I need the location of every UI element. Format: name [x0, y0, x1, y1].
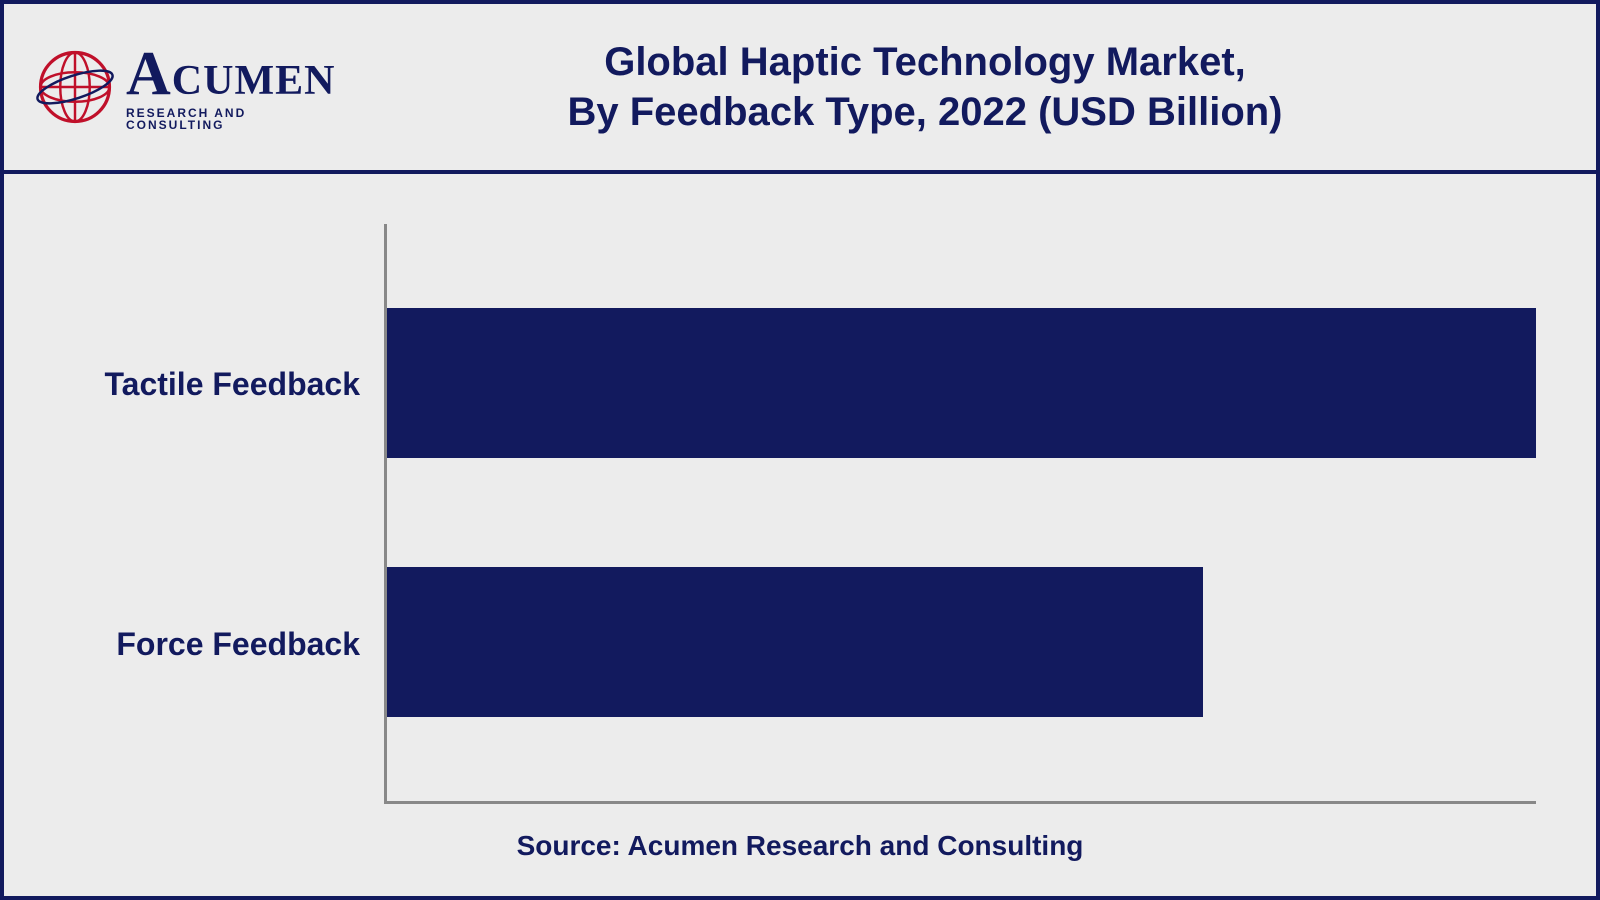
bar-1 — [387, 567, 1203, 717]
chart-frame: ACUMEN RESEARCH AND CONSULTING Global Ha… — [0, 0, 1600, 900]
brand-first-letter: A — [126, 40, 172, 108]
title-line-1: Global Haptic Technology Market, — [344, 37, 1506, 87]
globe-icon — [34, 46, 116, 128]
y-axis-labels: Tactile Feedback Force Feedback — [64, 224, 384, 804]
plot-area — [384, 224, 1536, 804]
chart-title: Global Haptic Technology Market, By Feed… — [344, 37, 1566, 137]
header: ACUMEN RESEARCH AND CONSULTING Global Ha… — [4, 4, 1596, 174]
brand-name: ACUMEN — [126, 43, 344, 105]
source-text: Source: Acumen Research and Consulting — [64, 830, 1536, 862]
chart-body: Tactile Feedback Force Feedback Source: … — [4, 174, 1596, 896]
brand-rest: CUMEN — [172, 58, 336, 104]
chart-area: Tactile Feedback Force Feedback — [64, 224, 1536, 804]
brand-logo: ACUMEN RESEARCH AND CONSULTING — [34, 32, 344, 142]
category-label-1: Force Feedback — [116, 626, 360, 663]
brand-tagline: RESEARCH AND CONSULTING — [126, 107, 344, 131]
category-label-0: Tactile Feedback — [104, 366, 360, 403]
brand-text: ACUMEN RESEARCH AND CONSULTING — [126, 43, 344, 131]
title-line-2: By Feedback Type, 2022 (USD Billion) — [344, 87, 1506, 137]
bar-0 — [387, 308, 1536, 458]
